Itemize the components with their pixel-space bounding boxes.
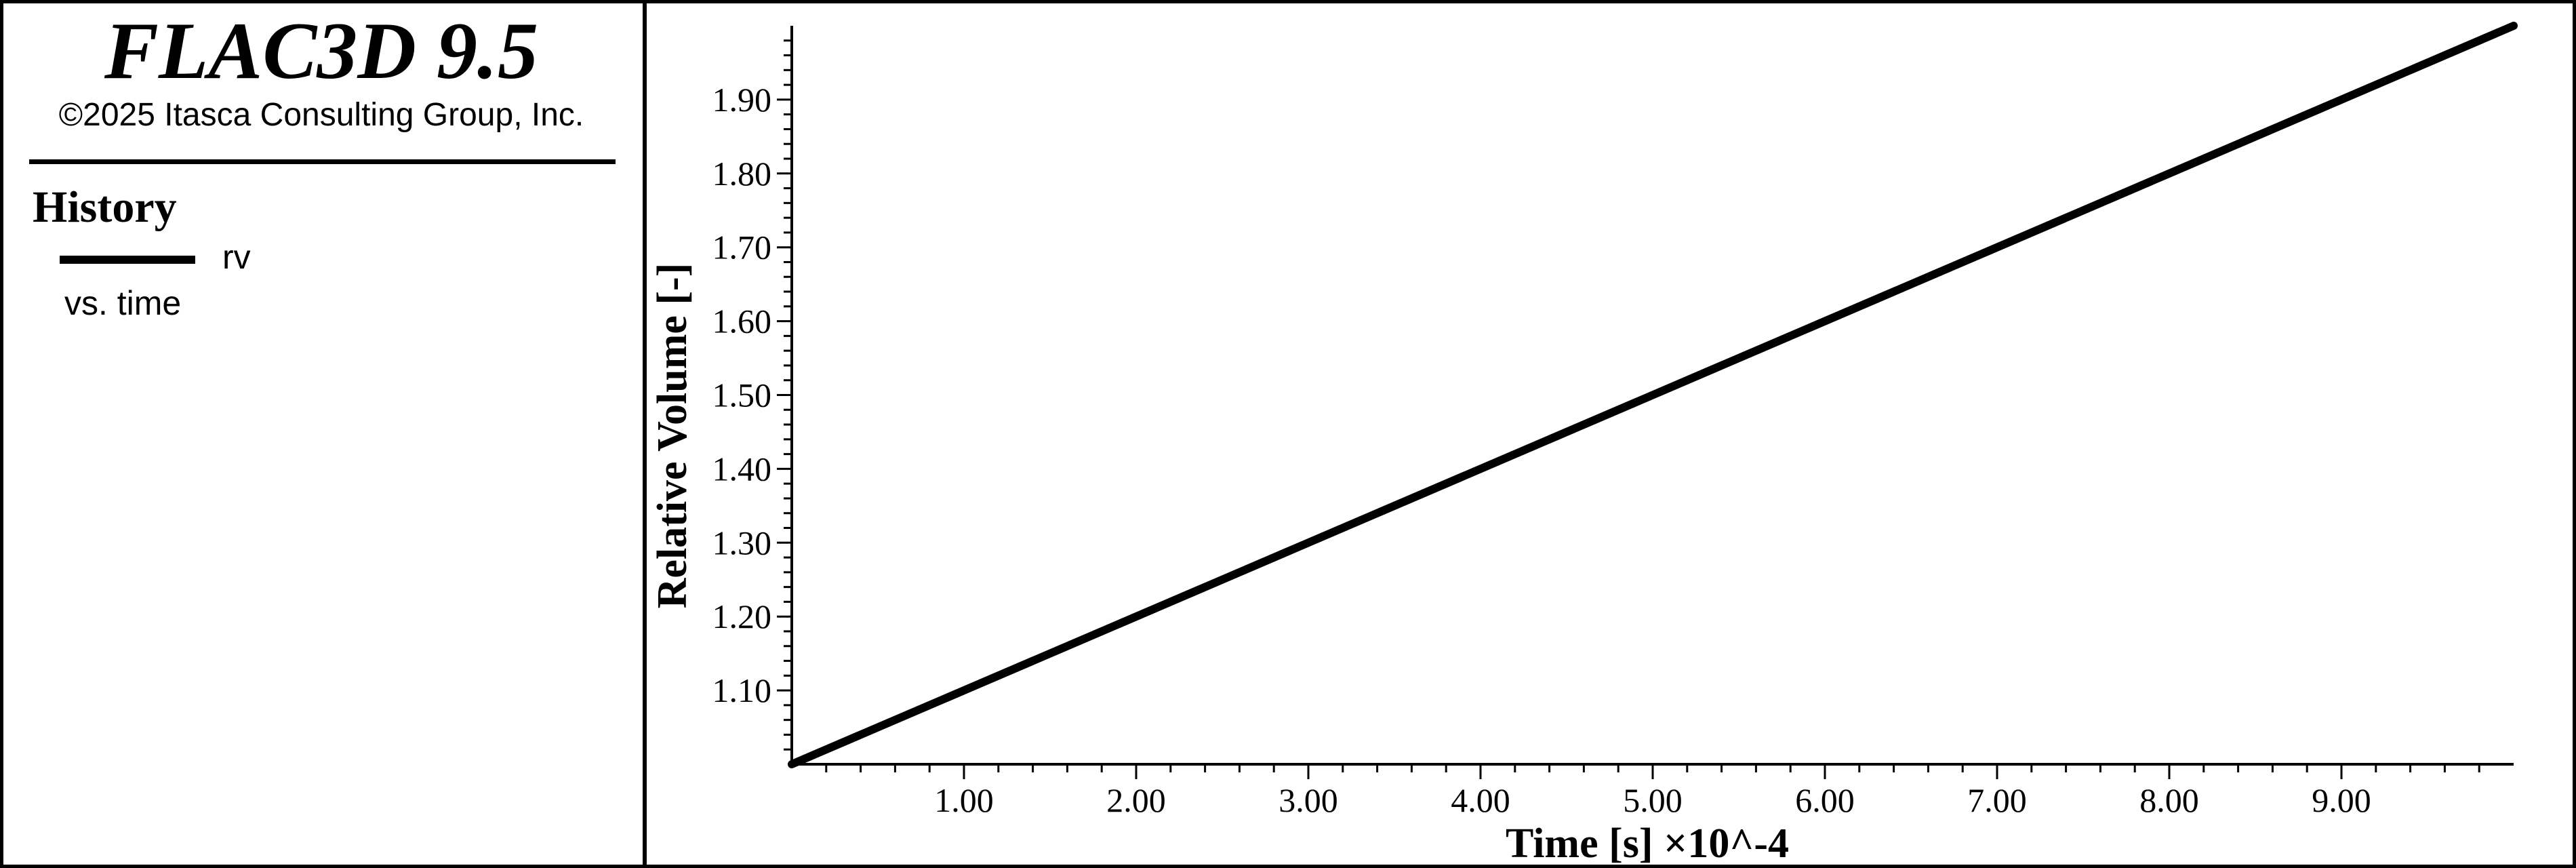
x-axis-label: Time [s] ×10^-4 [1506, 821, 1789, 867]
legend-series-label: rv [222, 238, 251, 276]
series-line-rv [788, 22, 2518, 768]
x-tick-label: 3.00 [1279, 781, 1338, 819]
y-tick-label: 1.70 [712, 229, 772, 267]
panel-divider [643, 0, 647, 868]
chart-tick-labels: 1.00 2.00 3.00 4.00 5.00 6.00 7.00 8.00 9.00 1.10… [712, 81, 2371, 819]
legend-line-swatch [60, 256, 195, 264]
legend-heading: History [33, 182, 177, 232]
y-tick-label: 1.60 [712, 302, 772, 340]
x-tick-label: 5.00 [1623, 781, 1683, 819]
y-tick-label: 1.80 [712, 155, 772, 193]
app-title: FLAC3D 9.5 [104, 5, 539, 96]
y-tick-label: 1.40 [712, 450, 772, 488]
y-tick-label: 1.10 [712, 671, 772, 709]
x-tick-label: 6.00 [1795, 781, 1855, 819]
x-tick-label: 2.00 [1106, 781, 1166, 819]
x-tick-label: 8.00 [2139, 781, 2199, 819]
x-tick-label: 1.00 [934, 781, 994, 819]
legend-vs-label: vs. time [64, 284, 182, 322]
chart-series [788, 22, 2518, 768]
y-tick-label: 1.30 [712, 524, 772, 561]
y-tick-label: 1.90 [712, 81, 772, 119]
y-axis-label: Relative Volume [-] [649, 263, 696, 609]
x-tick-label: 9.00 [2312, 781, 2371, 819]
x-tick-label: 7.00 [1967, 781, 2027, 819]
legend-panel: FLAC3D 9.5 ©2025 Itasca Consulting Group… [0, 0, 643, 868]
title-divider [29, 159, 616, 164]
copyright-text: ©2025 Itasca Consulting Group, Inc. [58, 97, 584, 133]
chart-ticks [777, 39, 2480, 779]
x-tick-label: 4.00 [1451, 781, 1510, 819]
y-tick-label: 1.20 [712, 597, 772, 635]
y-tick-label: 1.50 [712, 376, 772, 414]
